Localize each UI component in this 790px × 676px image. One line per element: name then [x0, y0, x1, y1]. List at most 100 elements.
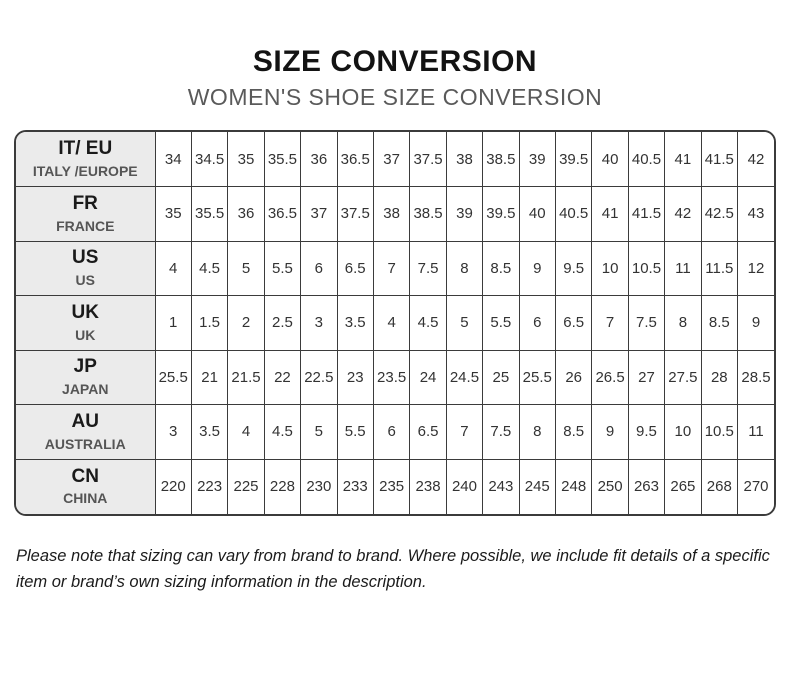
- size-cell: 39.5: [555, 132, 593, 187]
- table-row: US US 4 4.5 5 5.5 6 6.5 7 7.5 8 8.5 9 9.5 10 10.5 11 11.5…: [16, 241, 774, 296]
- size-cell: 41: [591, 186, 629, 242]
- size-cell: 24: [409, 350, 447, 405]
- size-cell: 42.5: [701, 186, 739, 242]
- region-code: US: [72, 247, 99, 269]
- size-cell: 12: [737, 241, 774, 296]
- size-cell: 36.5: [337, 132, 374, 187]
- size-cell: 37: [373, 132, 411, 187]
- region-name: CHINA: [63, 490, 108, 507]
- size-cell: 9.5: [628, 404, 666, 460]
- page-subtitle: WOMEN'S SHOE SIZE CONVERSION: [187, 84, 603, 110]
- size-cell: 6.5: [555, 295, 593, 351]
- size-cell: 9: [591, 404, 629, 460]
- size-cell: 223: [191, 459, 229, 514]
- size-cell: 25.5: [155, 350, 192, 405]
- region-name: FRANCE: [56, 217, 115, 234]
- size-cell: 34: [155, 132, 192, 187]
- size-cell: 11.5: [701, 241, 739, 296]
- size-cell: 5.5: [337, 404, 374, 460]
- size-cell: 28: [701, 350, 739, 405]
- size-cell: 10.5: [701, 404, 739, 460]
- page-title: SIZE CONVERSION: [252, 45, 538, 78]
- size-cell: 11: [737, 404, 774, 460]
- region-header-cell: AU AUSTRALIA: [16, 404, 156, 460]
- size-cell: 3.5: [337, 295, 374, 351]
- size-cell: 40: [519, 186, 556, 242]
- size-cell: 24.5: [446, 350, 484, 405]
- region-header-cell: IT/ EU ITALY /EUROPE: [16, 132, 156, 187]
- size-cell: 4: [155, 241, 192, 296]
- size-cell: 250: [591, 459, 629, 514]
- size-cell: 21.5: [227, 350, 265, 405]
- size-cell: 38.5: [409, 186, 447, 242]
- table-row: IT/ EU ITALY /EUROPE 34 34.5 35 35.5 36 36.5 37 3…: [16, 132, 774, 187]
- size-cell: 7.5: [628, 295, 666, 351]
- size-cell: 36: [227, 186, 265, 242]
- table-row: UK UK 1 1.5 2 2.5 3 3.5 4 4.5 5 5.5 6 6.5 7 7.5 8 8.5 9: [16, 295, 774, 351]
- size-cell: 8.5: [701, 295, 739, 351]
- size-cell: 9.5: [555, 241, 593, 296]
- size-cell: 1: [155, 295, 192, 351]
- size-cell: 41: [664, 132, 702, 187]
- table-row: AU AUSTRALIA 3 3.5 4 4.5 5 5.5 6 6.5 7 7.5 8 8.5 9 9.5 1…: [16, 404, 774, 460]
- size-cell: 26.5: [591, 350, 629, 405]
- size-cell: 235: [373, 459, 411, 514]
- region-code: FR: [72, 192, 98, 214]
- size-cell: 225: [227, 459, 265, 514]
- size-cell: 27.5: [664, 350, 702, 405]
- size-cell: 39.5: [482, 186, 520, 242]
- size-cell: 1.5: [191, 295, 229, 351]
- size-cell: 8.5: [555, 404, 593, 460]
- size-cell: 40.5: [628, 132, 666, 187]
- size-cell: 40: [591, 132, 629, 187]
- size-cell: 5: [446, 295, 484, 351]
- size-cell: 10: [591, 241, 629, 296]
- size-cell: 25: [482, 350, 520, 405]
- size-cell: 243: [482, 459, 520, 514]
- size-cell: 238: [409, 459, 447, 514]
- size-cell: 268: [701, 459, 739, 514]
- size-cell: 220: [155, 459, 192, 514]
- size-cell: 26: [555, 350, 593, 405]
- size-cell: 6.5: [337, 241, 374, 296]
- region-name: AUSTRALIA: [44, 435, 126, 452]
- size-cell: 23.5: [373, 350, 411, 405]
- region-name: UK: [75, 326, 96, 343]
- size-cell: 35.5: [191, 186, 229, 242]
- size-cell: 2.5: [264, 295, 302, 351]
- size-cell: 270: [737, 459, 774, 514]
- size-cell: 4: [227, 404, 265, 460]
- size-cell: 9: [737, 295, 774, 351]
- size-cell: 7: [373, 241, 411, 296]
- size-table-body: IT/ EU ITALY /EUROPE 34 34.5 35 35.5 36 36.5 37 3…: [16, 132, 774, 514]
- size-cell: 7.5: [482, 404, 520, 460]
- region-header-cell: CN CHINA: [16, 459, 156, 514]
- size-cell: 8: [446, 241, 484, 296]
- size-cell: 41.5: [701, 132, 739, 187]
- sizing-disclaimer: Please note that sizing can vary from br…: [16, 546, 770, 591]
- size-cell: 37.5: [337, 186, 374, 242]
- size-cell: 9: [519, 241, 556, 296]
- size-cell: 40.5: [555, 186, 593, 242]
- size-cell: 34.5: [191, 132, 229, 187]
- region-code: CN: [71, 465, 99, 487]
- size-cell: 35.5: [264, 132, 302, 187]
- size-cell: 245: [519, 459, 556, 514]
- size-cell: 36.5: [264, 186, 302, 242]
- size-cell: 22: [264, 350, 302, 405]
- size-cell: 28.5: [737, 350, 774, 405]
- size-cell: 23: [337, 350, 374, 405]
- size-cell: 230: [300, 459, 338, 514]
- size-cell: 25.5: [519, 350, 556, 405]
- size-cell: 4: [373, 295, 411, 351]
- size-cell: 5: [300, 404, 338, 460]
- size-cell: 37: [300, 186, 338, 242]
- region-code: JP: [73, 356, 97, 378]
- size-cell: 240: [446, 459, 484, 514]
- region-header-cell: FR FRANCE: [16, 186, 156, 242]
- size-cell: 265: [664, 459, 702, 514]
- size-cell: 38.5: [482, 132, 520, 187]
- size-cell: 8: [519, 404, 556, 460]
- size-cell: 42: [737, 132, 774, 187]
- region-header-cell: JP JAPAN: [16, 350, 156, 405]
